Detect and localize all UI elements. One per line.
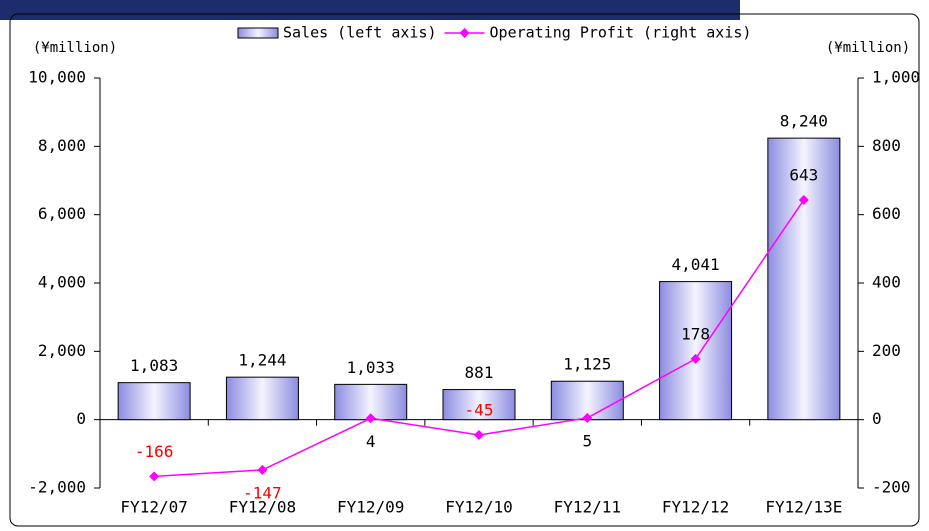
legend: Sales (left axis) Operating Profit (right… xyxy=(237,24,752,42)
profit-value-label: -45 xyxy=(465,401,494,420)
x-tick-label: FY12/11 xyxy=(554,498,621,517)
profit-marker xyxy=(798,194,809,205)
profit-marker xyxy=(474,430,484,441)
legend-label: Operating Profit (right axis) xyxy=(490,24,752,42)
bar-value-label: 1,083 xyxy=(130,356,178,375)
y-tick-label: 4,000 xyxy=(38,273,86,292)
y2-tick-label: 800 xyxy=(872,136,901,155)
legend-label: Sales (left axis) xyxy=(283,24,437,42)
profit-value-label: -166 xyxy=(135,442,174,461)
profit-value-label: 643 xyxy=(789,165,818,184)
bar xyxy=(767,137,841,421)
profit-value-label: 5 xyxy=(582,431,592,450)
y-tick-label: 6,000 xyxy=(38,204,86,223)
y-axis-label: (¥million) xyxy=(33,40,117,56)
bar-value-label: 881 xyxy=(465,363,494,382)
profit-marker xyxy=(149,471,160,482)
y2-tick-label: 200 xyxy=(872,341,901,360)
y-tick-label: 0 xyxy=(76,409,86,428)
bar-value-label: 1,244 xyxy=(238,351,286,370)
legend-swatch xyxy=(237,27,279,39)
profit-marker xyxy=(582,412,593,423)
profit-value-label: 178 xyxy=(681,324,710,343)
y2-tick-label: -200 xyxy=(872,478,911,497)
bar-value-label: 1,125 xyxy=(563,355,611,374)
x-tick-label: FY12/07 xyxy=(120,498,187,517)
y2-tick-label: 400 xyxy=(872,273,901,292)
profit-marker xyxy=(257,464,268,475)
y-tick-label: 10,000 xyxy=(28,68,86,87)
bar-value-label: 4,041 xyxy=(671,255,719,274)
y-tick-label: 8,000 xyxy=(38,136,86,155)
y2-tick-label: 0 xyxy=(872,409,882,428)
bar xyxy=(225,376,299,421)
x-tick-label: FY12/09 xyxy=(337,498,404,517)
bar xyxy=(442,389,516,421)
frame xyxy=(9,13,920,527)
profit-marker xyxy=(365,413,376,424)
y2-axis-label: (¥million) xyxy=(826,40,910,56)
y2-tick-label: 600 xyxy=(872,204,901,223)
banner xyxy=(0,0,740,20)
profit-value-label: -147 xyxy=(243,483,282,502)
y-tick-label: -2,000 xyxy=(28,478,86,497)
x-tick-label: FY12/13E xyxy=(765,498,842,517)
bar xyxy=(117,382,191,421)
profit-marker xyxy=(690,353,701,364)
y-tick-label: 2,000 xyxy=(38,341,86,360)
x-tick-label: FY12/08 xyxy=(229,498,296,517)
x-tick-label: FY12/12 xyxy=(662,498,729,517)
bar-value-label: 8,240 xyxy=(780,112,828,131)
x-tick-label: FY12/10 xyxy=(445,498,512,517)
bar-value-label: 1,033 xyxy=(347,358,395,377)
bar xyxy=(659,281,733,421)
y2-tick-label: 1,000 xyxy=(872,68,920,87)
legend-marker xyxy=(459,28,470,38)
profit-value-label: 4 xyxy=(366,432,376,451)
